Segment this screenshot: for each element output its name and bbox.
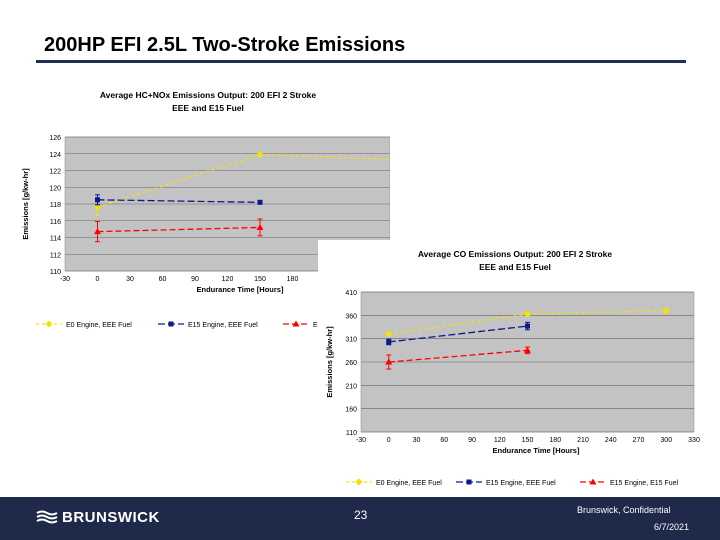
hc-nox-series-1-segment (97, 199, 261, 203)
co-series-1-point (386, 339, 392, 345)
hc-nox-legend-label: E15 Engine, EEE Fuel (188, 322, 258, 329)
co-legend-label: E15 Engine, E15 Fuel (610, 480, 679, 487)
co-ytick-label: 160 (345, 407, 357, 414)
hc-nox-xtick-label: 90 (191, 276, 199, 283)
co-legend-label: E15 Engine, EEE Fuel (486, 480, 556, 487)
co-series-1-segment (388, 325, 528, 343)
hc-nox-ytick-label: 116 (50, 219, 61, 226)
hc-nox-series-0-segment (97, 153, 261, 208)
co-ytick-label: 110 (346, 430, 357, 437)
hc-nox-xtick-label: 150 (254, 276, 266, 283)
hc-nox-ytick-label: 118 (50, 202, 61, 209)
hc-nox-xtick-label: 180 (287, 276, 299, 283)
co-xtick-label: 270 (633, 437, 645, 444)
slide-title: 200HP EFI 2.5L Two-Stroke Emissions (44, 34, 406, 56)
hc-nox-series-1-point (95, 197, 100, 203)
co-title-line: Average CO Emissions Output: 200 EFI 2 S… (418, 249, 613, 259)
slide-date: 6/7/2021 (654, 522, 690, 532)
brunswick-wave-icon (36, 510, 58, 524)
title-rule (36, 60, 686, 63)
hc-nox-title-line: Average HC+NOx Emissions Output: 200 EFI… (100, 90, 317, 100)
co-series-group (385, 307, 670, 370)
hc-nox-series-2-point (94, 228, 101, 235)
hc-nox-ytick-label: 124 (49, 152, 61, 159)
co-xtick-label: 0 (387, 437, 391, 444)
hc-nox-legend-marker (45, 320, 53, 328)
co-xlabel: Endurance Time [Hours] (493, 446, 580, 455)
co-ytick-label: 210 (345, 383, 357, 390)
co-series-0-point (524, 310, 531, 318)
co-legend-marker (466, 479, 472, 485)
co-ytick-label: 410 (345, 290, 357, 297)
hc-nox-series-0-point (256, 151, 264, 159)
co-title-line: EEE and E15 Fuel (479, 262, 551, 272)
co-chart: Average CO Emissions Output: 200 EFI 2 S… (318, 240, 712, 490)
hc-nox-xtick-label: 60 (159, 276, 167, 283)
hc-nox-series-1-point (257, 199, 263, 205)
co-legend-label: E0 Engine, EEE Fuel (376, 480, 442, 487)
co-xtick-label: 60 (440, 437, 448, 444)
co-xtick-label: 240 (605, 437, 617, 444)
hc-nox-series-0-point (94, 203, 101, 211)
co-xtick-label: 30 (413, 437, 421, 444)
co-legend-marker (355, 478, 363, 486)
hc-nox-xlabel: Endurance Time [Hours] (197, 285, 284, 294)
brunswick-logo: BRUNSWICK (36, 509, 160, 526)
co-series-0-segment (527, 310, 667, 315)
co-xtick-label: 210 (577, 437, 589, 444)
hc-nox-ytick-label: 126 (49, 135, 61, 142)
co-xtick-label: 300 (660, 437, 672, 444)
co-ytick-label: 360 (345, 313, 357, 320)
co-series-1-point (525, 323, 530, 329)
co-chart-svg: Average CO Emissions Output: 200 EFI 2 S… (325, 249, 700, 487)
hc-nox-ytick-label: 122 (49, 169, 61, 176)
co-series-2-segment (388, 349, 528, 363)
hc-nox-ytick-label: 110 (50, 269, 61, 276)
footer-bar (0, 497, 720, 540)
hc-nox-ytick-label: 120 (49, 185, 61, 192)
co-series-0-point (385, 330, 393, 338)
co-ytick-label: 310 (345, 337, 357, 344)
hc-nox-series-group (94, 151, 390, 243)
logo-text: BRUNSWICK (62, 509, 160, 526)
co-ylabel: Emissions [g/kw-hr] (325, 326, 334, 398)
co-legend-marker (589, 478, 597, 485)
hc-nox-legend-label: E0 Engine, EEE Fuel (66, 322, 132, 329)
co-series-0-point (662, 307, 670, 315)
hc-nox-xtick-label: 120 (222, 276, 234, 283)
hc-nox-xtick-label: -30 (60, 276, 70, 283)
hc-nox-legend-marker (168, 321, 174, 327)
co-xtick-label: 90 (468, 437, 476, 444)
page-number: 23 (354, 508, 368, 522)
co-series-2-point (524, 346, 531, 353)
hc-nox-xtick-label: 30 (126, 276, 134, 283)
hc-nox-title-line: EEE and E15 Fuel (172, 103, 244, 113)
hc-nox-series-2-point (256, 223, 264, 230)
co-xtick-label: 150 (522, 437, 534, 444)
hc-nox-legend-marker (292, 320, 300, 327)
hc-nox-series-2-segment (97, 226, 261, 233)
co-xtick-label: 180 (549, 437, 561, 444)
co-ytick-label: 260 (345, 360, 357, 367)
co-series-0-segment (388, 313, 528, 335)
co-series-2-point (385, 358, 393, 365)
co-xtick-label: 330 (688, 437, 700, 444)
hc-nox-ylabel: Emissions [g/kw-hr] (21, 168, 30, 240)
co-xtick-label: 120 (494, 437, 506, 444)
co-xtick-label: -30 (356, 437, 366, 444)
confidential-label: Brunswick, Confidential (577, 505, 671, 515)
hc-nox-ytick-label: 112 (50, 252, 61, 259)
hc-nox-xtick-label: 0 (96, 276, 100, 283)
hc-nox-ytick-label: 114 (50, 236, 61, 243)
